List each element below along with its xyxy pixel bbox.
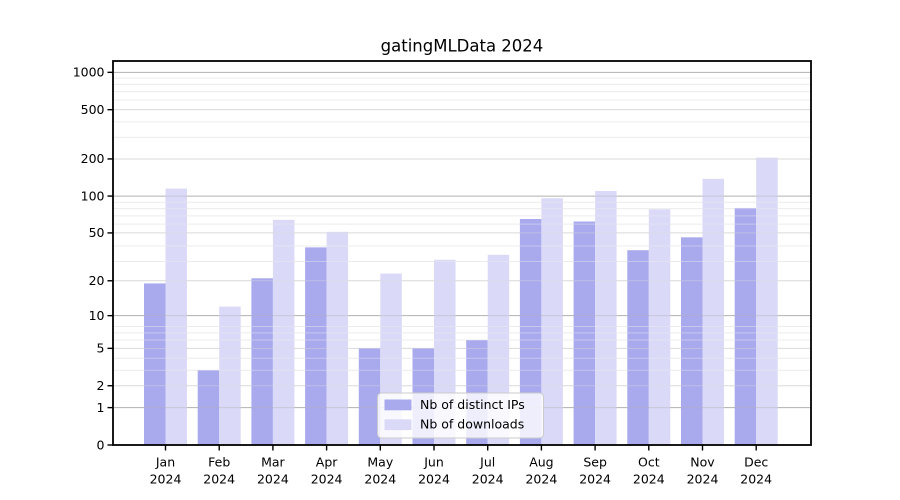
bar-aug-downloads: [541, 198, 563, 445]
y-tick-label: 0: [97, 437, 105, 452]
plot-border: [112, 60, 812, 446]
bar-feb-distinct-ips: [197, 370, 220, 445]
y-tick-label: 100: [81, 188, 105, 203]
x-tick-label-month: Oct: [638, 455, 660, 470]
x-tick-label-month: Nov: [690, 455, 715, 470]
bars-layer: [144, 157, 778, 446]
legend-label-downloads: Nb of downloads: [420, 417, 524, 432]
bar-apr-distinct-ips: [305, 247, 327, 445]
x-tick-label-year: 2024: [257, 472, 289, 487]
x-tick-label-month: Feb: [208, 455, 230, 470]
x-tick-label-month: Aug: [529, 455, 553, 470]
x-tick-label-year: 2024: [311, 472, 343, 487]
x-tick-label-month: Mar: [261, 455, 285, 470]
bar-dec-downloads: [756, 157, 778, 446]
bar-sep-distinct-ips: [573, 221, 596, 445]
bar-aug-distinct-ips: [519, 219, 542, 445]
bar-dec-distinct-ips: [734, 207, 757, 445]
x-tick-label-year: 2024: [418, 472, 450, 487]
y-tick-label: 500: [81, 102, 105, 117]
bar-mar-downloads: [272, 219, 295, 445]
y-tick-label: 20: [89, 273, 105, 288]
x-tick-label-month: Dec: [744, 455, 768, 470]
legend-swatch-distinct-ips: [384, 399, 412, 411]
legend-label-distinct-ips: Nb of distinct IPs: [420, 397, 525, 412]
bar-may-distinct-ips: [358, 348, 381, 445]
legend-swatch-downloads: [384, 419, 412, 431]
plot-area: 0 1 2 5 10 20 50 100 200 500 1000 Jan 2024 Feb 2024 Mar…: [73, 60, 812, 487]
chart-title: gatingMLData 2024: [381, 37, 544, 56]
y-tick-label: 200: [81, 151, 105, 166]
x-tick-label-year: 2024: [633, 472, 665, 487]
x-tick-label-year: 2024: [150, 472, 182, 487]
x-tick-label-year: 2024: [472, 472, 504, 487]
x-tick-label-year: 2024: [525, 472, 557, 487]
y-tick-label: 1: [97, 400, 105, 415]
y-tick-label: 5: [97, 341, 105, 356]
x-tick-label-year: 2024: [364, 472, 396, 487]
x-tick-label-year: 2024: [740, 472, 772, 487]
legend-box: [377, 392, 544, 439]
x-tick-label-month: Jan: [155, 455, 175, 470]
bar-apr-downloads: [326, 231, 349, 445]
bar-jan-distinct-ips: [144, 283, 166, 445]
y-tick-label: 50: [89, 225, 105, 240]
y-tick-label: 10: [89, 308, 105, 323]
y-tick-label: 1000: [73, 65, 105, 80]
y-tick-label: 2: [97, 378, 105, 393]
x-tick-label-year: 2024: [203, 472, 235, 487]
bar-nov-downloads: [702, 178, 724, 445]
x-tick-label-month: Sep: [583, 455, 607, 470]
bar-oct-downloads: [648, 209, 671, 445]
x-tick-label-month: Jun: [423, 455, 444, 470]
bar-feb-downloads: [219, 306, 241, 445]
x-tick-label-year: 2024: [579, 472, 611, 487]
bar-nov-distinct-ips: [681, 237, 703, 445]
x-tick-label-month: Jul: [479, 455, 495, 470]
bar-mar-distinct-ips: [251, 278, 273, 445]
legend: Nb of distinct IPs Nb of downloads: [377, 392, 544, 439]
x-tick-label-month: May: [367, 455, 393, 470]
x-tick-label-month: Apr: [316, 455, 338, 470]
bar-sep-downloads: [595, 190, 617, 445]
bar-oct-distinct-ips: [627, 250, 649, 445]
bar-jan-downloads: [165, 188, 187, 446]
x-tick-label-year: 2024: [687, 472, 719, 487]
